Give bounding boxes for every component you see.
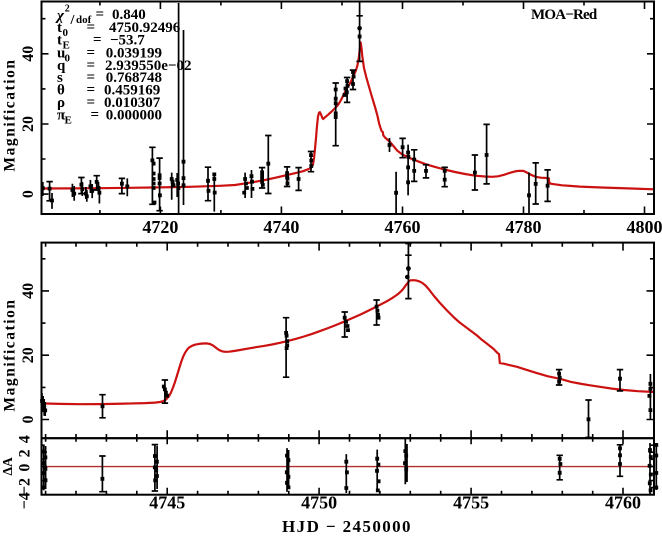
svg-text:χ: χ [55,8,65,24]
svg-text:ρ: ρ [57,95,65,111]
svg-text:20: 20 [20,347,37,363]
svg-text:4745: 4745 [149,493,185,513]
svg-text:2.939550e−02: 2.939550e−02 [105,58,191,74]
svg-text:HJD − 2450000: HJD − 2450000 [282,517,412,536]
svg-text:t: t [57,33,62,49]
svg-text:0.000000: 0.000000 [106,108,162,124]
svg-text:=: = [87,58,96,74]
svg-text:E: E [65,115,72,127]
svg-text:/: / [70,13,76,28]
svg-text:=: = [91,107,100,123]
svg-text:=: = [87,70,96,86]
svg-text:4800: 4800 [627,217,662,237]
svg-text:40: 40 [20,46,37,62]
svg-text:=: = [93,32,102,48]
svg-text:4755: 4755 [453,493,489,513]
svg-text:0.768748: 0.768748 [106,70,162,86]
svg-text:2: 2 [17,449,34,457]
svg-text:0.459169: 0.459169 [104,83,160,99]
svg-text:0: 0 [63,27,69,39]
svg-text:40: 40 [20,283,37,299]
svg-text:0.039199: 0.039199 [106,46,162,62]
svg-text:4750: 4750 [301,493,337,513]
svg-text:0: 0 [20,190,37,198]
svg-text:Magnification: Magnification [2,58,19,171]
svg-text:2: 2 [65,4,70,15]
svg-text:Magnification: Magnification [2,298,19,411]
svg-text:=: = [87,20,96,36]
svg-text:=: = [87,95,96,111]
svg-text:θ: θ [57,83,65,99]
svg-text:dof: dof [76,14,92,26]
svg-text:−53.7: −53.7 [110,33,145,49]
svg-text:=: = [96,7,105,23]
svg-text:4760: 4760 [605,493,641,513]
svg-text:=: = [87,45,96,61]
svg-text:s: s [57,70,63,86]
svg-text:π: π [57,108,66,124]
svg-text:0: 0 [17,464,34,472]
svg-text:20: 20 [20,116,37,132]
svg-text:0: 0 [20,416,37,424]
svg-text:4760: 4760 [384,217,420,237]
svg-text:E: E [63,40,70,52]
svg-text:0.010307: 0.010307 [104,95,161,111]
svg-text:q: q [57,58,66,74]
svg-text:4720: 4720 [142,217,178,237]
svg-text:4750.92496: 4750.92496 [109,20,181,36]
svg-text:MOA−Red: MOA−Red [531,7,598,23]
svg-text:u: u [57,46,65,62]
svg-text:4740: 4740 [263,217,299,237]
svg-text:0: 0 [65,53,71,65]
svg-text:ΔA: ΔA [0,457,15,475]
svg-text:=: = [87,82,96,98]
svg-text:−4: −4 [17,492,34,509]
svg-text:4780: 4780 [506,217,542,237]
svg-text:−2: −2 [17,478,34,495]
svg-text:0.840: 0.840 [112,7,146,23]
svg-text:t: t [57,20,62,36]
svg-text:4: 4 [17,435,34,443]
